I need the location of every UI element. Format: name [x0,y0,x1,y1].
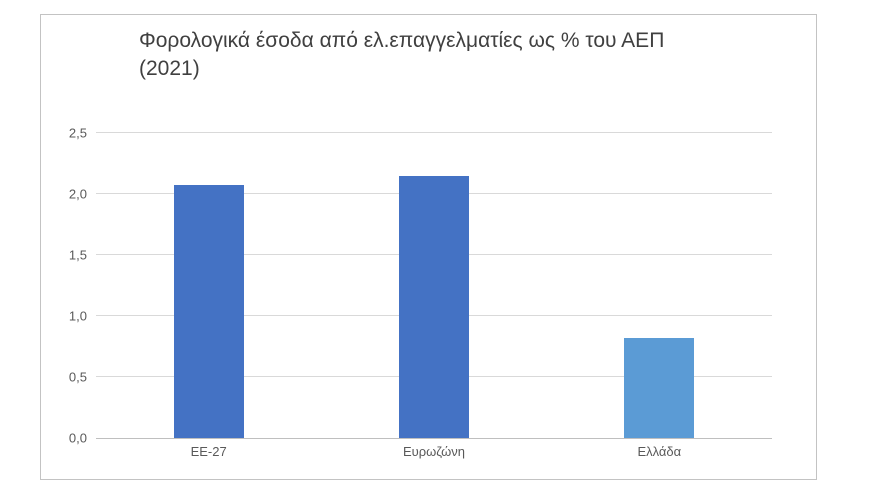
y-tick-label: 1,5 [68,247,87,263]
bar-1 [173,185,244,438]
x-axis-labels: EE-27 Ευρωζώνη Ελλάδα [96,444,772,459]
bar-slot [96,133,321,438]
y-tick-label: 2,5 [68,125,87,141]
bar-2 [398,175,469,438]
bar-3 [624,337,695,438]
bars-row [96,133,772,438]
bar-slot [547,133,772,438]
y-tick-label: 2,0 [68,186,87,202]
y-tick-label: 0,5 [68,369,87,385]
chart-title: Φορολογικά έσοδα από ελ.επαγγελματίες ως… [139,29,665,80]
chart-container: Φορολογικά έσοδα από ελ.επαγγελματίες ως… [40,14,817,480]
gridline [96,132,772,133]
bar-slot [321,133,546,438]
x-axis-label: Ελλάδα [637,444,682,459]
y-tick-label: 0,0 [68,430,87,446]
x-axis-label: EE-27 [190,444,227,459]
x-axis-label: Ευρωζώνη [402,444,466,459]
y-axis-labels: 0,0 0,5 1,0 1,5 2,0 2,5 [41,126,87,446]
plot-area [96,132,772,439]
y-tick-label: 1,0 [68,308,87,324]
